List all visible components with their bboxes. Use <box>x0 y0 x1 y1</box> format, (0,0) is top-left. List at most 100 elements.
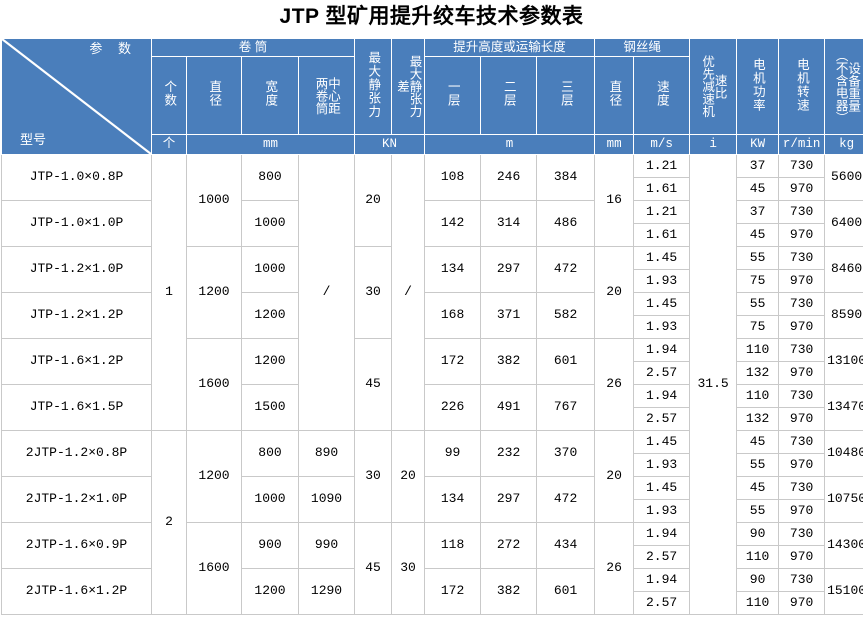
cell-speed-ratio: 31.5 <box>689 154 738 615</box>
cell-layer-1: 226 <box>424 384 482 431</box>
cell-rope-speed: 1.94 <box>633 568 691 592</box>
cell-equipment-weight: 8590 <box>824 292 863 339</box>
header-drum-center-distance: 中心距 两卷筒 <box>297 56 356 135</box>
cell-layer-3: 384 <box>536 154 596 201</box>
cell-drum-width: 1200 <box>241 292 299 339</box>
cell-layer-2: 382 <box>480 568 538 615</box>
cell-layer-3: 370 <box>536 430 596 477</box>
cell-motor-speed: 730 <box>778 384 826 408</box>
corner-header-cell: 参 数 型号 <box>1 38 152 155</box>
cell-layer-3: 601 <box>536 568 596 615</box>
cell-rope-speed: 1.45 <box>633 430 691 454</box>
specification-table: 参 数 型号 卷 筒 最大静张力 最大静张力 差 提升高度或运输长度 钢丝绳 <box>1 38 863 615</box>
cell-rope-speed: 1.61 <box>633 177 691 201</box>
cell-motor-power: 55 <box>736 453 780 477</box>
cell-drum-count: 1 <box>151 154 187 431</box>
cell-max-static-tension: 20 <box>354 154 393 247</box>
cell-model: JTP-1.6×1.2P <box>1 338 152 385</box>
cell-rope-speed: 2.57 <box>633 361 691 385</box>
cell-motor-power: 55 <box>736 246 780 270</box>
cell-layer-1: 142 <box>424 200 482 247</box>
table-row: 1.93 75 970 <box>2 315 863 339</box>
header-drum-width: 宽度 <box>241 56 299 135</box>
cell-motor-speed: 730 <box>778 200 826 224</box>
header-max-static-tension-diff: 最大静张力 差 <box>391 38 426 135</box>
cell-motor-power: 132 <box>736 361 780 385</box>
cell-rope-speed: 1.45 <box>633 476 691 500</box>
cell-motor-speed: 970 <box>778 361 826 385</box>
corner-model-label: 型号 <box>20 132 47 148</box>
header-rope-diameter: 直径 <box>594 56 635 135</box>
cell-motor-power: 55 <box>736 499 780 523</box>
cell-model: 2JTP-1.2×0.8P <box>1 430 152 477</box>
cell-motor-power: 75 <box>736 315 780 339</box>
cell-motor-speed: 730 <box>778 522 826 546</box>
page-title: JTP 型矿用提升绞车技术参数表 <box>279 5 584 28</box>
cell-drum-diameter: 1000 <box>186 154 242 247</box>
cell-drum-count: 2 <box>151 430 187 615</box>
cell-drum-width: 1500 <box>241 384 299 431</box>
unit-weight: kg <box>824 134 863 155</box>
cell-motor-speed: 730 <box>778 430 826 454</box>
cell-motor-power: 55 <box>736 292 780 316</box>
cell-center-distance: 890 <box>297 430 356 477</box>
cell-drum-width: 1200 <box>241 568 299 615</box>
cell-layer-3: 582 <box>536 292 596 339</box>
header-lift-group: 提升高度或运输长度 <box>424 38 596 57</box>
cell-max-static-tension: 45 <box>354 522 393 615</box>
cell-rope-diameter: 26 <box>594 338 635 431</box>
cell-max-static-tension-diff: 20 <box>391 430 426 523</box>
cell-motor-power: 110 <box>736 338 780 362</box>
table-row: JTP-1.6×1.2P 1600 1200 45 172 382 601 26 1.94 110… <box>1 338 863 431</box>
header-row-group: 参 数 型号 卷 筒 最大静张力 最大静张力 差 提升高度或运输长度 钢丝绳 <box>1 38 863 155</box>
cell-motor-power: 110 <box>736 545 780 569</box>
cell-drum-width: 900 <box>241 522 299 569</box>
cell-drum-diameter: 1200 <box>186 246 242 339</box>
header-motor-power: 电机功率 <box>736 38 780 135</box>
table-row: 2JTP-1.2×0.8P 2 1200 800 890 30 20 99 232 370 20 1.… <box>1 430 863 615</box>
table-body: JTP-1.0×0.8P 1 1000 800/20/108 246 384 16 1.21 3… <box>1 154 863 615</box>
cell-max-static-tension: 30 <box>354 246 393 339</box>
cell-rope-speed: 1.21 <box>633 154 691 178</box>
cell-motor-speed: 730 <box>778 476 826 500</box>
cell-equipment-weight: 8460 <box>824 246 863 293</box>
table-row: 1.93 75 970 <box>2 269 863 293</box>
cell-center-distance: 1290 <box>297 568 356 615</box>
cell-layer-2: 232 <box>480 430 538 477</box>
cell-equipment-weight: 10750 <box>824 476 863 523</box>
cell-rope-speed: 1.93 <box>633 315 691 339</box>
cell-rope-diameter: 16 <box>594 154 635 247</box>
cell-max-static-tension: 45 <box>354 338 393 431</box>
cell-center-distance: 1090 <box>297 476 356 523</box>
cell-layer-2: 491 <box>480 384 538 431</box>
cell-layer-3: 472 <box>536 476 596 523</box>
cell-motor-speed: 730 <box>778 338 826 362</box>
cell-layer-1: 172 <box>424 338 482 385</box>
cell-model: JTP-1.0×1.0P <box>1 200 152 247</box>
cell-motor-speed: 970 <box>778 177 826 201</box>
cell-rope-speed: 2.57 <box>633 591 691 615</box>
cell-layer-2: 272 <box>480 522 538 569</box>
cell-motor-power: 37 <box>736 154 780 178</box>
unit-m: m <box>424 134 596 155</box>
cell-rope-speed: 1.94 <box>633 338 691 362</box>
cell-motor-speed: 970 <box>778 499 826 523</box>
cell-layer-1: 118 <box>424 522 482 569</box>
header-rope-speed: 速度 <box>633 56 691 135</box>
table-row: 2.57 132 970 <box>2 407 863 431</box>
cell-motor-speed: 970 <box>778 407 826 431</box>
cell-rope-speed: 1.21 <box>633 200 691 224</box>
table-row: JTP-1.6×1.5P 1500 226 491 767 1.94 110 730 13470 <box>1 384 863 431</box>
table-row: JTP-1.0×1.0P 1000 142 314 486 1.21 37 730 6400 <box>1 200 863 247</box>
table-row: 2.57 132 970 <box>2 361 863 385</box>
unit-count: 个 <box>151 134 187 155</box>
cell-rope-speed: 1.94 <box>633 384 691 408</box>
cell-motor-speed: 970 <box>778 591 826 615</box>
cell-layer-3: 472 <box>536 246 596 293</box>
header-layer-3: 三层 <box>536 56 596 135</box>
cell-layer-3: 486 <box>536 200 596 247</box>
cell-layer-2: 297 <box>480 476 538 523</box>
cell-motor-speed: 730 <box>778 246 826 270</box>
cell-motor-power: 110 <box>736 591 780 615</box>
cell-equipment-weight: 15100 <box>824 568 863 615</box>
